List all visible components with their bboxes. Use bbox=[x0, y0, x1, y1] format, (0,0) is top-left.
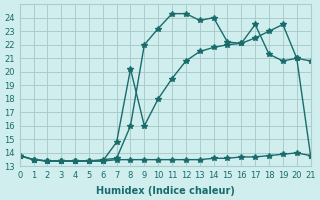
X-axis label: Humidex (Indice chaleur): Humidex (Indice chaleur) bbox=[96, 186, 235, 196]
